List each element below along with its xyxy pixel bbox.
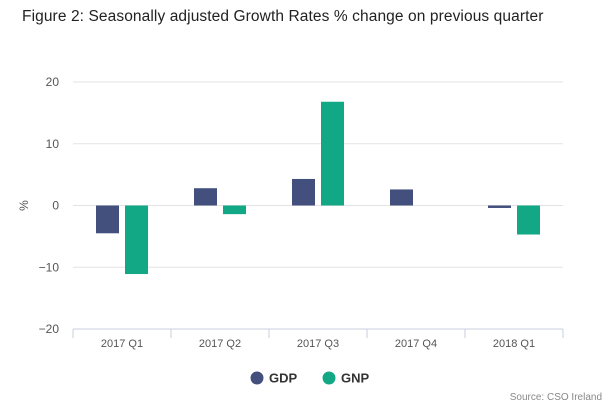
source-note: Source: CSO Ireland	[509, 392, 602, 403]
chart-title: Figure 2: Seasonally adjusted Growth Rat…	[22, 8, 544, 25]
bar-gnp	[125, 205, 148, 275]
x-axis: 2017 Q1 2017 Q2 2017 Q3 2017 Q4 2018 Q1	[72, 328, 564, 350]
bar-gnp	[321, 101, 344, 206]
legend-label-gnp[interactable]: GNP	[341, 371, 370, 386]
x-tick-label: 2017 Q2	[199, 338, 241, 350]
x-tick-label: 2018 Q1	[493, 338, 535, 350]
y-axis-label: %	[17, 200, 31, 211]
legend: GDP GNP	[250, 371, 370, 386]
y-tick-label: −10	[39, 260, 60, 274]
bar-gnp	[517, 205, 540, 235]
bar-gdp	[194, 188, 217, 206]
x-tick-label: 2017 Q4	[395, 338, 437, 350]
bars	[96, 101, 540, 275]
legend-label-gdp[interactable]: GDP	[269, 371, 298, 386]
bar-gdp	[96, 205, 119, 234]
x-tick-label: 2017 Q3	[297, 338, 339, 350]
y-axis-ticks: 20 10 0 −10 −20	[39, 75, 60, 336]
y-tick-label: 10	[46, 137, 60, 151]
x-tick-label: 2017 Q1	[101, 338, 143, 350]
legend-marker-gdp[interactable]	[250, 371, 264, 385]
y-tick-label: 20	[46, 75, 60, 89]
bar-gdp	[292, 178, 315, 206]
y-tick-label: −20	[39, 322, 60, 336]
y-tick-label: 0	[52, 199, 59, 213]
bar-gdp	[390, 189, 413, 206]
bar-gnp	[223, 205, 246, 215]
bar-gdp	[488, 205, 511, 208]
legend-marker-gnp[interactable]	[322, 371, 336, 385]
